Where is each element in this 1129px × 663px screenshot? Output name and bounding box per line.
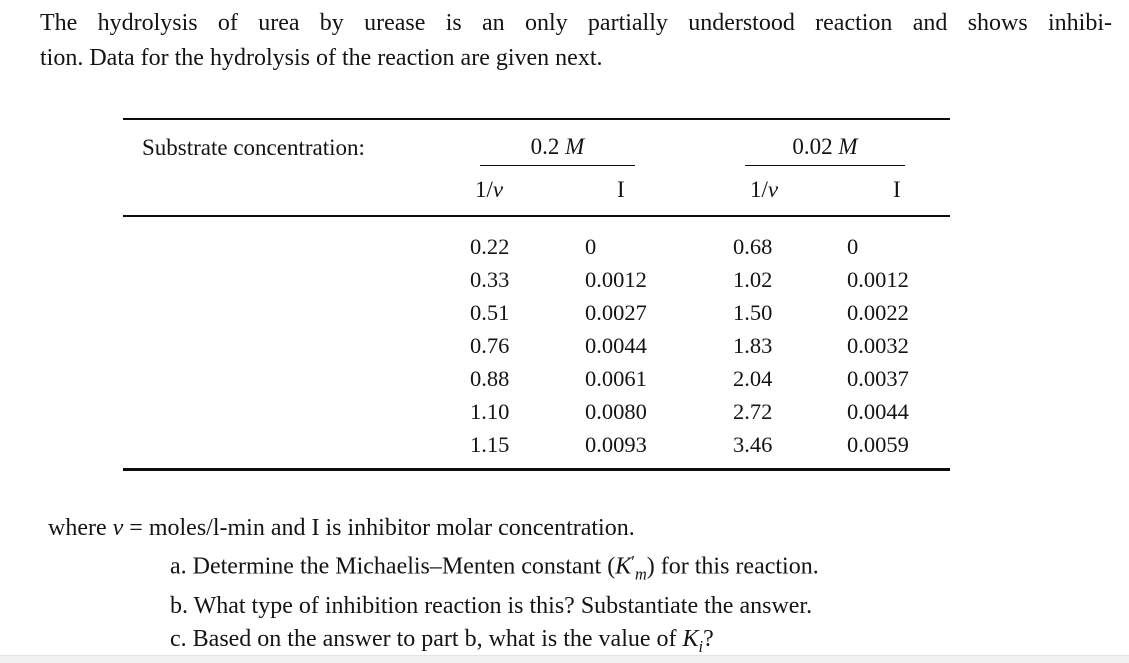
col-header-inv-v-2: 1/v — [750, 177, 778, 203]
footer-paragraph: where v = moles/l-min and I is inhibitor… — [48, 512, 1088, 663]
table-row: 1.15 0.0093 3.46 0.0059 — [123, 428, 950, 461]
cell-g2-inv-v: 3.46 — [733, 432, 773, 457]
col-header-inv-v-1: 1/v — [475, 177, 503, 203]
hydrolysis-data-table: Substrate concentration: 0.2 M 0.02 M 1/… — [123, 118, 950, 471]
item-a-subscript-m: m — [634, 564, 647, 584]
table-header: Substrate concentration: 0.2 M 0.02 M 1/… — [123, 120, 950, 215]
cell-g1-I: 0.0027 — [585, 300, 647, 325]
inv-v-prefix: 1/ — [750, 177, 768, 202]
item-c-subscript-i: i — [698, 637, 704, 657]
substrate-concentration-label: Substrate concentration: — [142, 135, 365, 160]
group-0.2M-unit: M — [565, 134, 585, 159]
item-c-K-symbol: K — [682, 626, 699, 653]
row-label-spacer — [123, 362, 470, 395]
col-header-inhibitor-1: I — [617, 177, 625, 202]
question-item-a: a. Determine the Michaelis–Menten consta… — [170, 545, 1088, 590]
item-a-K-symbol: K — [615, 553, 632, 580]
row-label-spacer — [123, 329, 470, 362]
cell-g1-inv-v: 0.51 — [470, 300, 510, 325]
group-header-0.2M: 0.2 M — [480, 134, 635, 166]
group-header-0.02M: 0.02 M — [745, 134, 905, 166]
cell-g2-inv-v: 0.68 — [733, 234, 773, 259]
cell-g2-inv-v: 1.83 — [733, 333, 773, 358]
row-label-spacer — [123, 230, 470, 263]
cell-g1-I: 0.0061 — [585, 366, 647, 391]
intro-line-1: The hydrolysis of urea by urease is an o… — [40, 10, 1112, 36]
item-a-prime: ′ — [631, 552, 635, 571]
cell-g1-I: 0.0012 — [585, 267, 647, 292]
cell-g1-I: 0 — [585, 234, 597, 259]
cell-g1-inv-v: 0.22 — [470, 234, 510, 259]
table-row: 0.51 0.0027 1.50 0.0022 — [123, 296, 950, 329]
table-top-rule — [123, 118, 950, 120]
group-0.2M-value: 0.2 — [530, 134, 566, 159]
cell-g1-inv-v: 1.10 — [470, 399, 510, 424]
where-definition-line: where v = moles/l-min and I is inhibitor… — [48, 512, 1088, 545]
row-label-spacer — [123, 296, 470, 329]
where-v-variable: v — [112, 515, 124, 541]
inv-v-var: v — [492, 177, 504, 202]
table-row: 0.76 0.0044 1.83 0.0032 — [123, 329, 950, 362]
table-body: 0.22 0 0.68 0 0.33 0.0012 1.02 0.0012 0.… — [123, 217, 950, 468]
table-header-rule — [123, 215, 950, 217]
intro-line-2: tion. Data for the hydrolysis of the rea… — [40, 45, 603, 71]
where-prefix: where — [48, 515, 113, 541]
cell-g2-I: 0.0022 — [847, 300, 909, 325]
inv-v-var: v — [767, 177, 779, 202]
item-a-text: a. Determine the Michaelis–Menten consta… — [170, 553, 616, 580]
group-0.02M-unit: M — [838, 134, 858, 159]
cell-g2-I: 0.0037 — [847, 366, 909, 391]
cell-g2-I: 0 — [847, 234, 859, 259]
cell-g2-inv-v: 2.04 — [733, 366, 773, 391]
item-c-suffix: ? — [703, 626, 714, 653]
intro-paragraph: The hydrolysis of urea by urease is an o… — [40, 6, 1112, 76]
table-row: 1.10 0.0080 2.72 0.0044 — [123, 395, 950, 428]
cell-g1-inv-v: 1.15 — [470, 432, 510, 457]
question-item-b: b. What type of inhibition reaction is t… — [170, 593, 813, 620]
cell-g2-inv-v: 1.50 — [733, 300, 773, 325]
cell-g1-I: 0.0044 — [585, 333, 647, 358]
col-header-inhibitor-2: I — [893, 177, 901, 202]
table-row: 0.33 0.0012 1.02 0.0012 — [123, 263, 950, 296]
item-a-suffix: ) for this reaction. — [646, 553, 819, 580]
cell-g1-inv-v: 0.33 — [470, 267, 510, 292]
cell-g1-inv-v: 0.76 — [470, 333, 510, 358]
row-label-spacer — [123, 395, 470, 428]
item-c-text: c. Based on the answer to part b, what i… — [170, 626, 683, 653]
table-row: 0.22 0 0.68 0 — [123, 230, 950, 263]
page-bottom-strip — [0, 655, 1129, 663]
cell-g1-I: 0.0080 — [585, 399, 647, 424]
row-label-spacer — [123, 428, 470, 461]
group-0.02M-value: 0.02 — [792, 134, 839, 159]
cell-g2-inv-v: 2.72 — [733, 399, 773, 424]
table-bottom-rule — [123, 468, 950, 471]
cell-g2-I: 0.0012 — [847, 267, 909, 292]
cell-g2-inv-v: 1.02 — [733, 267, 773, 292]
table-row: 0.88 0.0061 2.04 0.0037 — [123, 362, 950, 395]
inv-v-prefix: 1/ — [475, 177, 493, 202]
question-item-c: c. Based on the answer to part b, what i… — [170, 623, 1088, 663]
cell-g1-inv-v: 0.88 — [470, 366, 510, 391]
cell-g2-I: 0.0044 — [847, 399, 909, 424]
cell-g1-I: 0.0093 — [585, 432, 647, 457]
cell-g2-I: 0.0032 — [847, 333, 909, 358]
where-rest: = moles/l-min and I is inhibitor molar c… — [123, 515, 635, 541]
cell-g2-I: 0.0059 — [847, 432, 909, 457]
row-label-spacer — [123, 263, 470, 296]
